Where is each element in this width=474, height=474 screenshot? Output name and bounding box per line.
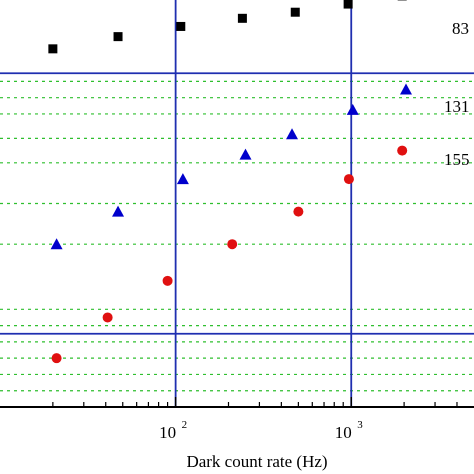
data-point-square	[48, 44, 58, 54]
data-point-triangle	[112, 205, 125, 217]
series-label-131: 131	[444, 97, 470, 116]
data-point-triangle	[176, 173, 189, 185]
series-83	[48, 0, 407, 54]
data-point-circle	[162, 275, 173, 286]
series-131	[50, 83, 412, 250]
data-point-square	[113, 32, 123, 42]
data-point-circle	[227, 239, 238, 250]
data-point-square	[343, 0, 353, 9]
series-label-155: 155	[444, 150, 470, 169]
data-point-square	[237, 13, 247, 23]
data-point-circle	[343, 174, 354, 185]
data-point-square	[290, 7, 300, 17]
data-point-triangle	[50, 238, 63, 250]
data-point-triangle	[239, 148, 252, 160]
data-point-triangle	[346, 103, 359, 115]
axis-layer: 10 2 10 3	[0, 397, 474, 442]
major-grid	[0, 0, 474, 407]
data-point-circle	[397, 145, 408, 156]
data-point-square	[176, 21, 186, 31]
data-point-circle	[51, 353, 62, 364]
data-point-triangle	[286, 128, 299, 140]
minor-grid	[0, 80, 474, 392]
x-tick-label: 10	[335, 423, 352, 442]
data-point-circle	[102, 312, 113, 323]
series-label-83: 83	[452, 19, 469, 38]
data-point-circle	[293, 206, 304, 217]
x-axis-label: Dark count rate (Hz)	[186, 452, 327, 471]
series-layer: 83 131 155	[48, 0, 470, 364]
data-point-triangle	[399, 83, 412, 95]
x-tick-label: 10	[159, 423, 176, 442]
x-tick-exponent: 3	[357, 419, 363, 431]
x-tick-exponent: 2	[182, 419, 188, 431]
series-155	[51, 145, 408, 364]
